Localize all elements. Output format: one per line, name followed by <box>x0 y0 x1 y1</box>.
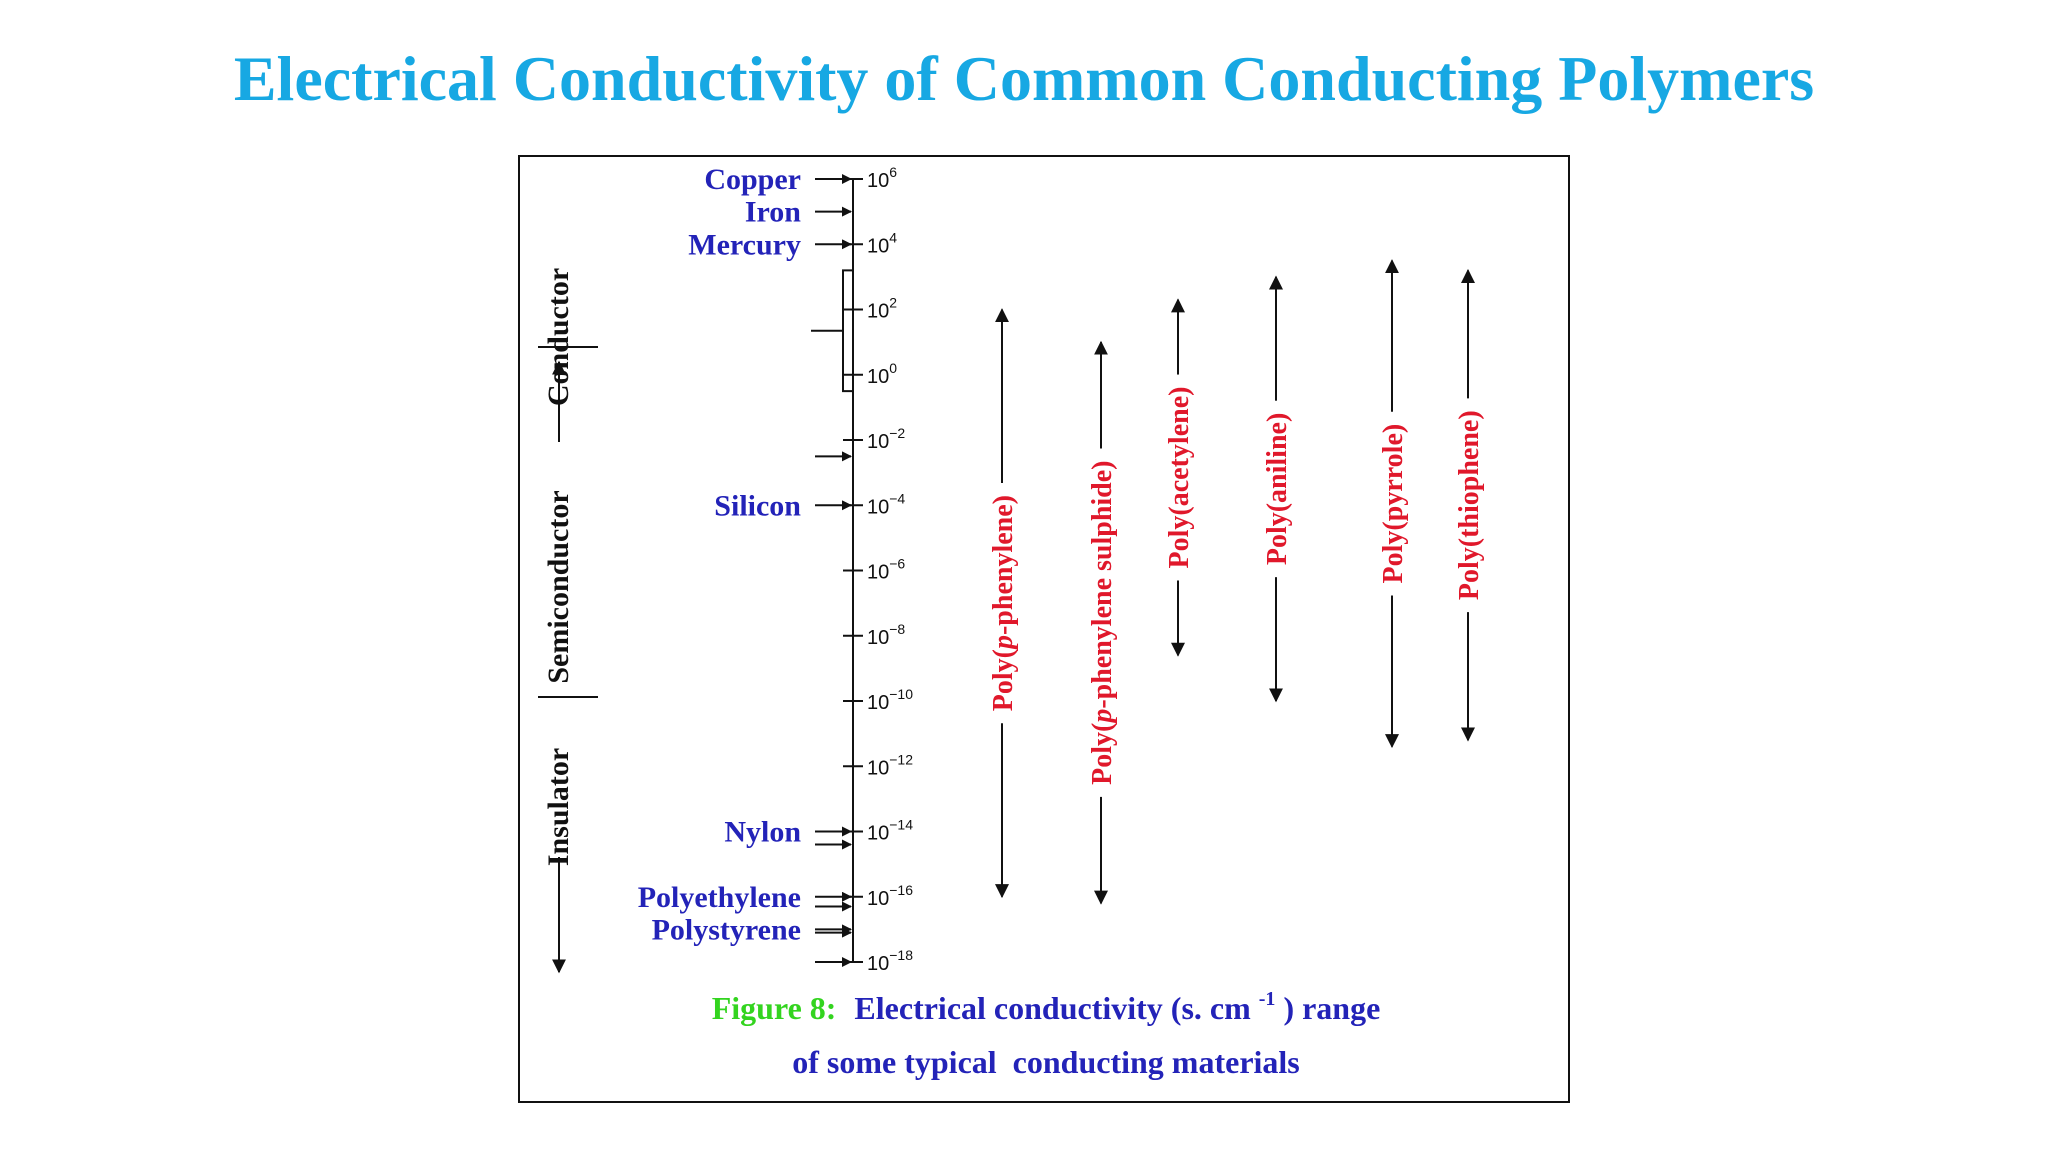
scale-tick-label: 100 <box>867 360 897 388</box>
tick-exponent: −16 <box>889 882 913 898</box>
material-label: Nylon <box>724 816 801 849</box>
tick-exponent: −10 <box>889 686 913 702</box>
polymer-label: Poly(aniline) <box>1262 413 1293 565</box>
material-label: Iron <box>745 196 801 229</box>
tick-exponent: −12 <box>889 751 913 767</box>
tick-exponent: 0 <box>889 360 897 376</box>
scale-tick-label: 10−10 <box>867 686 913 714</box>
polymer-range-3: Poly(acetylene) <box>1164 298 1195 657</box>
polymer-label: Poly(acetylene) <box>1164 387 1195 569</box>
scale-tick-label: 10−6 <box>867 556 905 584</box>
metal-range-bracket <box>842 269 853 393</box>
conductivity-figure: Conductor Semiconductor Insulator 106 104… <box>518 155 1570 1103</box>
tick-base: 10 <box>867 170 889 192</box>
polymer-label: Poly(p-phenylene) <box>988 495 1019 711</box>
polymer-range-5: Poly(pyrrole) <box>1378 259 1409 749</box>
scale-tick-label: 10−18 <box>867 947 913 975</box>
tick-exponent: −2 <box>889 425 905 441</box>
figure-caption-line1: Figure 8: Electrical conductivity (s. cm… <box>712 976 1381 1026</box>
material-mercury: Mercury <box>688 228 852 261</box>
tick-base: 10 <box>867 431 889 453</box>
material-iron: Iron <box>745 196 852 229</box>
tick-base: 10 <box>867 301 889 323</box>
tick-base: 10 <box>867 953 889 975</box>
category-semiconductor: Semiconductor <box>538 490 598 698</box>
scale-tick-label: 10−16 <box>867 882 913 910</box>
tick-base: 10 <box>867 496 889 518</box>
scale-tick-label: 10−14 <box>867 817 913 845</box>
polymer-ranges: Poly(p-phenylene) Poly(p-phenylene sulphi… <box>988 259 1485 905</box>
figure-label: Figure 8: <box>712 990 837 1026</box>
material-copper: Copper <box>704 163 852 196</box>
tick-base: 10 <box>867 823 889 845</box>
tick-exponent: −18 <box>889 947 913 963</box>
category-conductor: Conductor <box>538 268 598 442</box>
polymer-label: Poly(pyrrole) <box>1378 424 1409 584</box>
caption-text-end: ) range <box>1283 990 1380 1026</box>
scale-tick-label: 106 <box>867 164 897 192</box>
scale-tick-label: 104 <box>867 229 897 257</box>
category-insulator-label: Insulator <box>542 748 575 866</box>
figure-caption-line2: of some typical conducting materials <box>792 1044 1300 1080</box>
tick-exponent: −14 <box>889 817 913 833</box>
tick-base: 10 <box>867 235 889 257</box>
material-label: Copper <box>704 163 801 196</box>
scale-tick-label: 10−8 <box>867 621 905 649</box>
tick-exponent: −4 <box>889 490 905 506</box>
tick-exponent: 6 <box>889 164 897 180</box>
polymer-range-4: Poly(aniline) <box>1262 275 1293 703</box>
tick-exponent: −8 <box>889 621 905 637</box>
tick-base: 10 <box>867 562 889 584</box>
polymer-label: Poly(p-phenylene sulphide) <box>1087 461 1118 785</box>
polymer-range-2: Poly(p-phenylene sulphide) <box>1087 340 1118 905</box>
tick-exponent: 4 <box>889 229 897 245</box>
caption-text: Electrical conductivity (s. cm <box>854 990 1251 1026</box>
scale-tick-label: 10−4 <box>867 490 905 518</box>
scale-tick-label: 102 <box>867 295 897 323</box>
tick-exponent: 2 <box>889 295 897 311</box>
tick-exponent: −6 <box>889 556 905 572</box>
material-label: Mercury <box>688 228 801 261</box>
caption-superscript: -1 <box>1259 988 1276 1010</box>
category-semiconductor-label: Semiconductor <box>542 490 575 683</box>
slide-title: Electrical Conductivity of Common Conduc… <box>233 43 1815 114</box>
conductivity-scale: 10610410210010−210−410−610−810−1010−1210… <box>811 164 913 975</box>
material-polyethylene: Polyethylene <box>638 881 852 914</box>
tick-base: 10 <box>867 757 889 779</box>
material-polystyrene: Polystyrene <box>652 913 852 946</box>
polymer-label: Poly(thiophene) <box>1454 410 1485 600</box>
material-label: Polystyrene <box>652 913 801 946</box>
polymer-range-1: Poly(p-phenylene) <box>988 308 1019 899</box>
tick-base: 10 <box>867 627 889 649</box>
category-insulator: Insulator <box>542 748 575 974</box>
scale-tick-label: 10−12 <box>867 751 913 779</box>
tick-base: 10 <box>867 888 889 910</box>
material-nylon: Nylon <box>724 816 852 849</box>
material-label: Silicon <box>714 489 801 522</box>
material-silicon: Silicon <box>714 489 852 522</box>
polymer-range-6: Poly(thiophene) <box>1454 268 1485 742</box>
tick-base: 10 <box>867 366 889 388</box>
scale-tick-label: 10−2 <box>867 425 905 453</box>
material-label: Polyethylene <box>638 881 801 914</box>
conductivity-diagram: Conductor Semiconductor Insulator 106104… <box>538 163 1485 1080</box>
tick-base: 10 <box>867 692 889 714</box>
